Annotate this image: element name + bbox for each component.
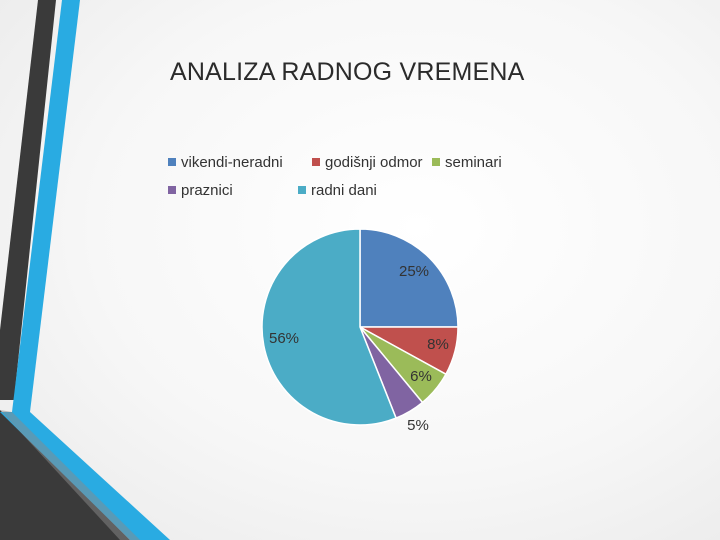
legend-label: vikendi-neradni — [181, 153, 283, 171]
slice-data-label: 6% — [410, 368, 432, 385]
legend-label: godišnji odmor — [325, 153, 423, 171]
blue-diagonal-stripe — [12, 0, 80, 412]
legend-swatch — [432, 158, 440, 166]
legend-label: seminari — [445, 153, 502, 171]
legend-item: seminari — [432, 150, 502, 174]
legend-label: radni dani — [311, 181, 377, 199]
slice-data-label: 8% — [427, 336, 449, 353]
legend-item: radni dani — [298, 178, 377, 202]
slice-data-label: 56% — [269, 330, 299, 347]
legend-item: praznici — [168, 178, 233, 202]
slice-data-label: 5% — [407, 417, 429, 434]
legend-swatch — [168, 186, 176, 194]
legend-swatch — [312, 158, 320, 166]
chart-legend: vikendi-neradni godišnji odmor seminari pra… — [168, 150, 548, 210]
slice-data-label: 25% — [399, 263, 429, 280]
legend-label: praznici — [181, 181, 233, 199]
dark-diagonal-stripe — [0, 0, 56, 400]
legend-item: godišnji odmor — [312, 150, 423, 174]
legend-swatch — [168, 158, 176, 166]
legend-swatch — [298, 186, 306, 194]
gray-bottom-band — [0, 410, 140, 540]
slide-title: ANALIZA RADNOG VREMENA — [170, 58, 525, 86]
pie-slice — [261, 228, 398, 426]
legend-item: vikendi-neradni — [168, 150, 283, 174]
pie-slice — [359, 228, 459, 328]
